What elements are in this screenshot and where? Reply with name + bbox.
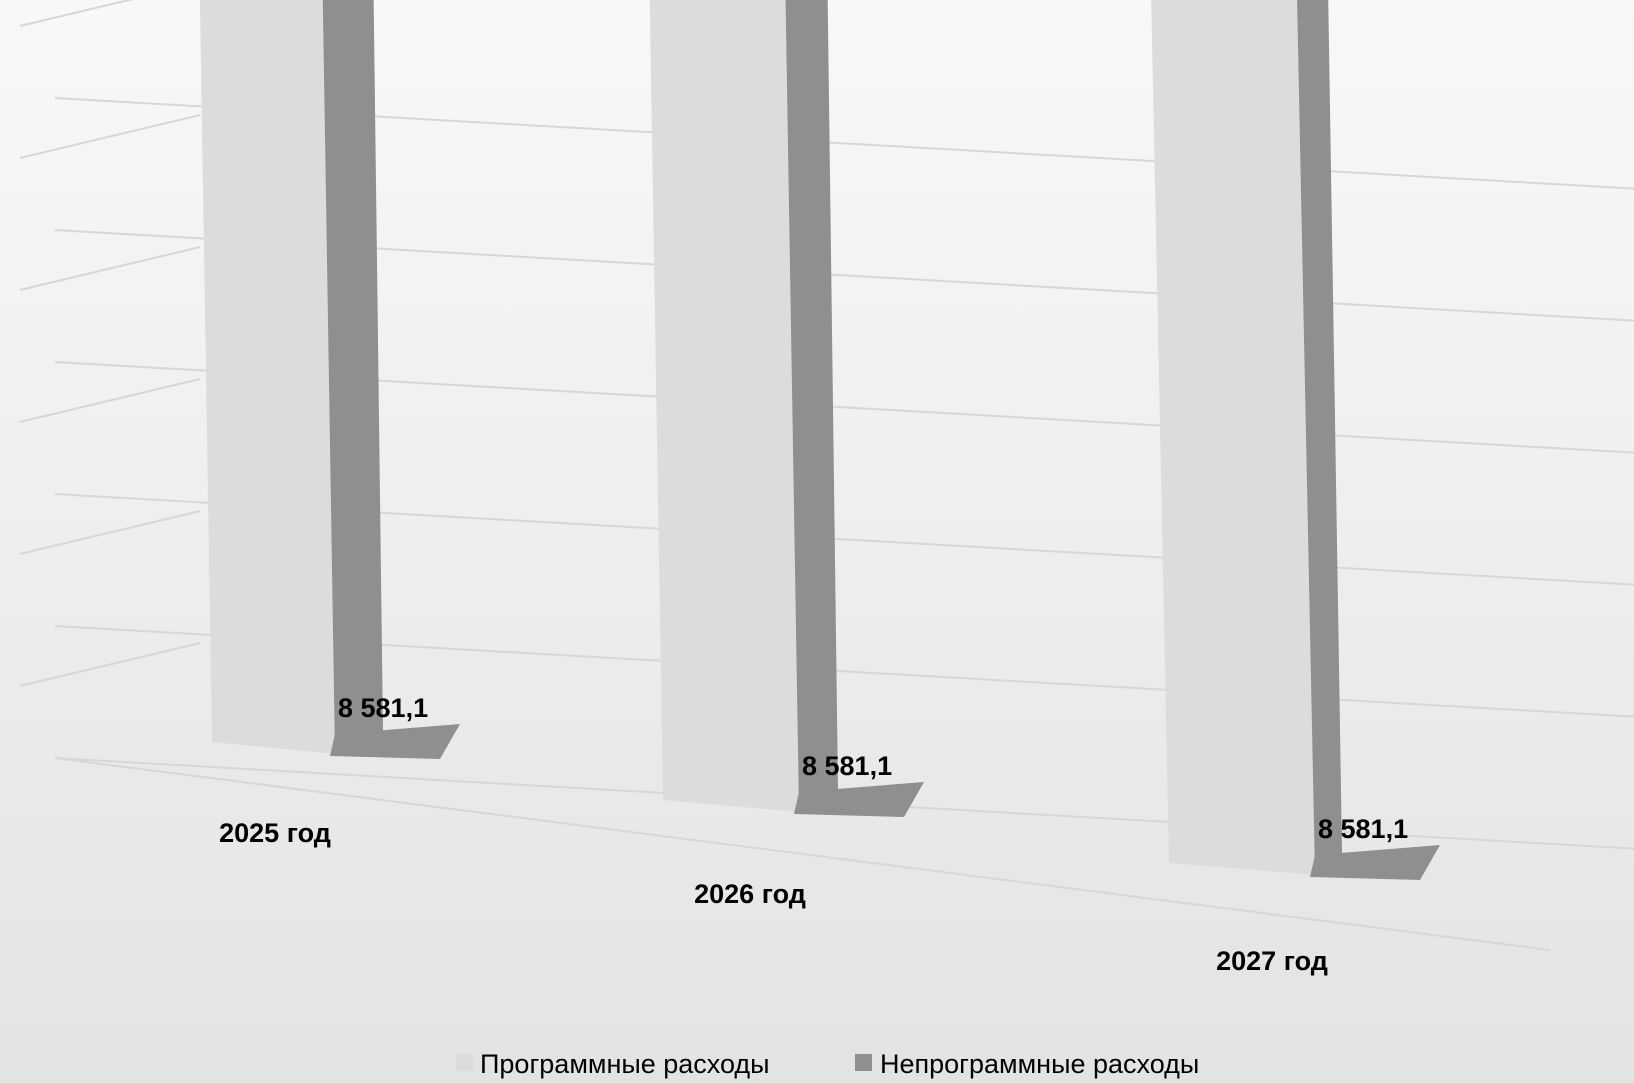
bar-nonprogram-0 (330, 724, 460, 759)
category-label-0: 2025 год (219, 818, 331, 848)
value-label-nonprogram-2: 8 581,1 (1318, 814, 1408, 844)
bar-program-2 (1151, 0, 1315, 875)
value-label-nonprogram-1: 8 581,1 (802, 751, 892, 781)
legend-swatch-1 (855, 1054, 872, 1071)
floor-edge (54, 757, 1551, 951)
bar-nonprogram-1 (794, 782, 924, 817)
bar-side-1 (785, 0, 838, 812)
bars (199, 0, 1440, 880)
bar-side-2 (1297, 0, 1342, 875)
side-gridline (19, 642, 201, 687)
category-label-1: 2026 год (694, 879, 806, 909)
category-labels: 2025 год 2026 год 2027 год (219, 818, 1328, 976)
side-gridline (19, 510, 201, 555)
legend-swatch-0 (456, 1054, 473, 1071)
side-gridline (19, 246, 201, 291)
side-gridline (19, 114, 201, 159)
side-gridline (19, 0, 134, 27)
legend-label-1: Непрограммные расходы (880, 1049, 1199, 1079)
bar-side-0 (322, 0, 383, 754)
category-label-2: 2027 год (1216, 946, 1328, 976)
bar-program-1 (649, 0, 799, 812)
legend: Программные расходы Непрограммные расходы (456, 1049, 1199, 1079)
legend-label-0: Программные расходы (480, 1049, 770, 1079)
bar-nonprogram-2 (1310, 845, 1440, 880)
value-label-nonprogram-0: 8 581,1 (338, 693, 428, 723)
side-gridline (19, 378, 201, 423)
bar-program-0 (199, 0, 335, 754)
data-labels: 2412 595,28 581,12363 301,28 581,11904 8… (338, 693, 1408, 844)
